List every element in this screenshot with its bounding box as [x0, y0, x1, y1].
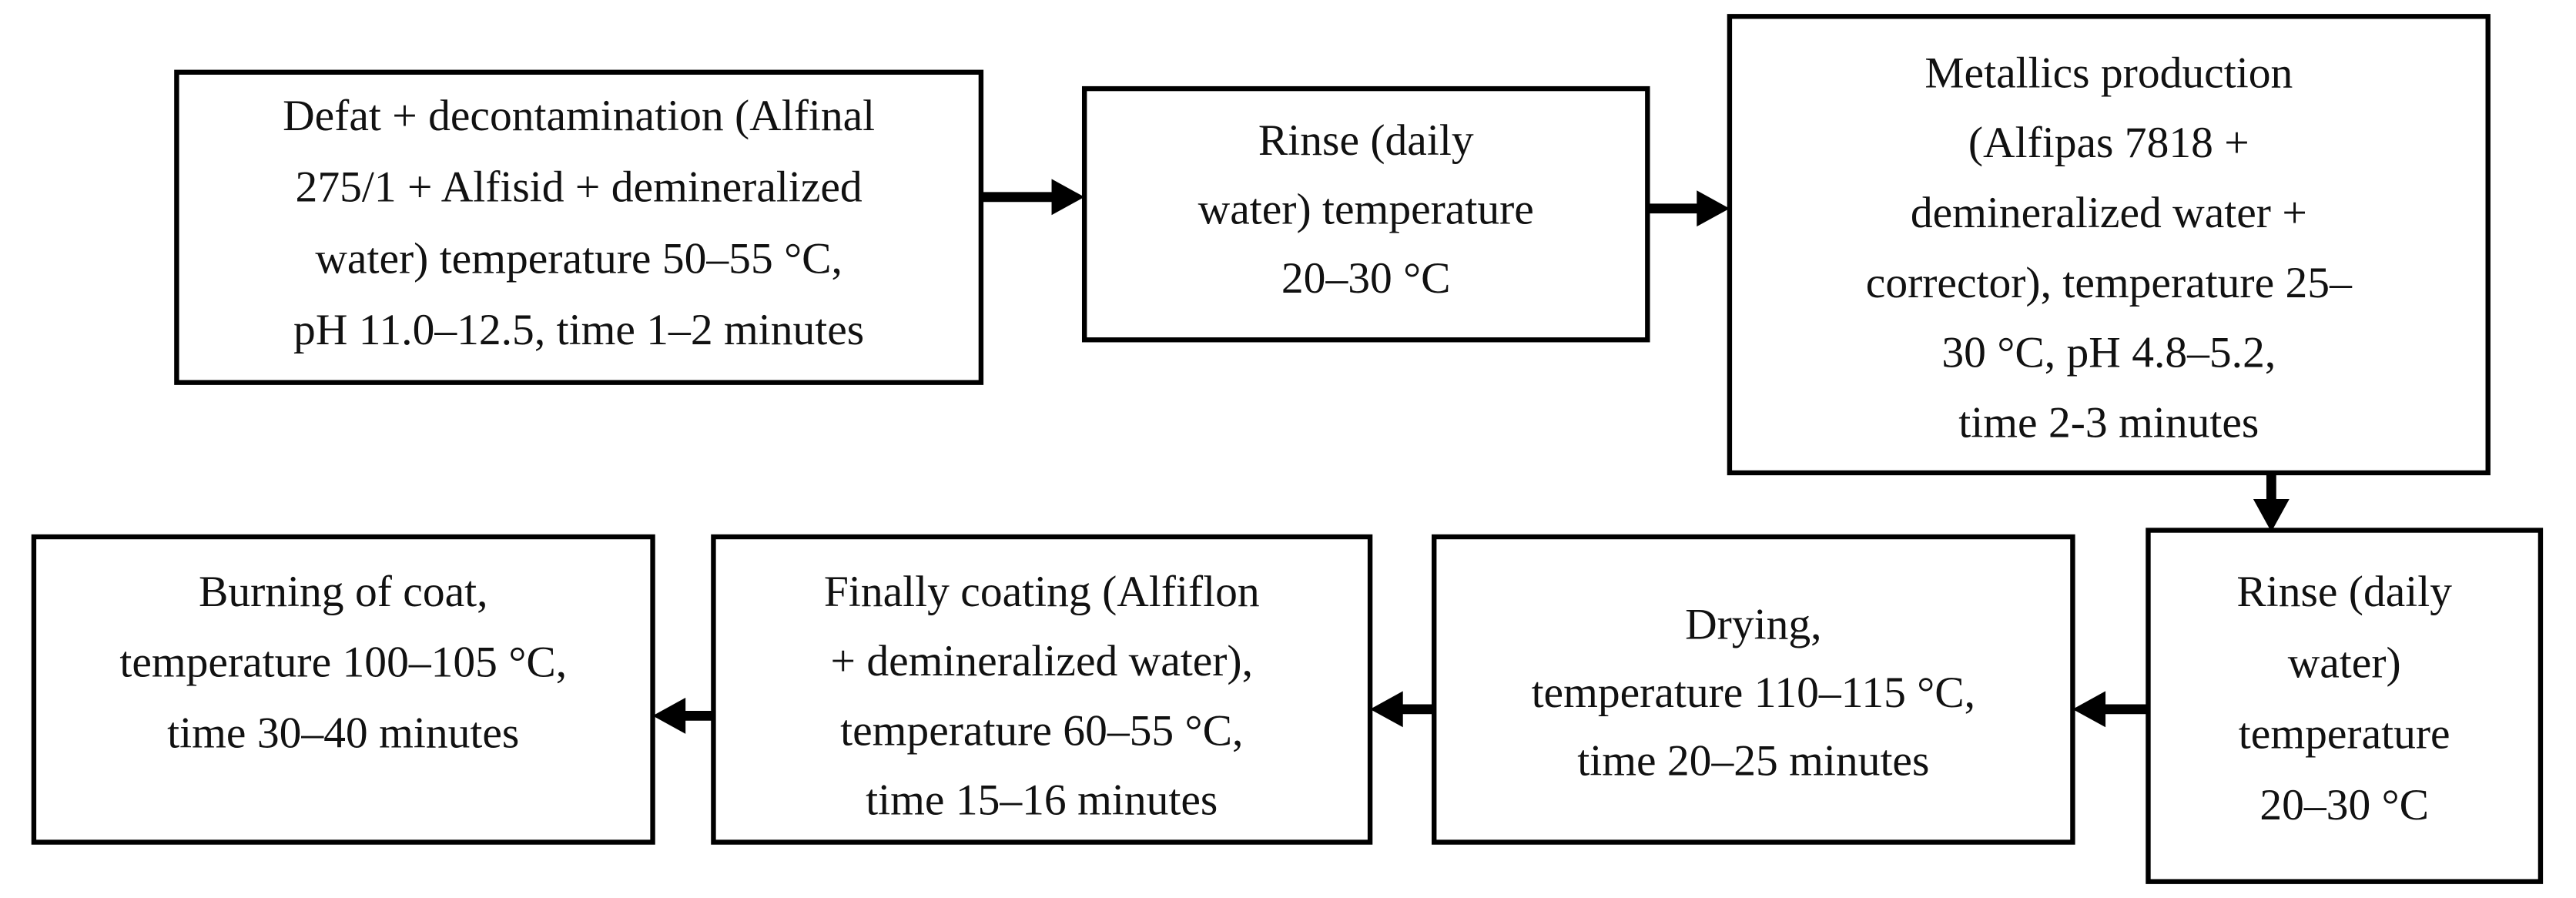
process-box: [2146, 528, 2544, 884]
box-text: Metallics production: [1924, 49, 2293, 97]
arrow-head: [1370, 691, 1403, 728]
box-text: water): [2288, 638, 2401, 687]
arrows: [652, 179, 2290, 734]
box-text: corrector), temperature 25–: [1866, 259, 2353, 307]
box-text: Rinse (daily: [2236, 568, 2452, 616]
arrow-head: [652, 697, 686, 734]
box-text: temperature 100–105 °C,: [119, 638, 567, 687]
process-box: [1081, 85, 1650, 343]
box-text: Rinse (daily: [1258, 116, 1474, 165]
box-text: 20–30 °C: [1281, 254, 1451, 303]
process-box: [1727, 14, 2491, 476]
box-text: water) temperature 50–55 °C,: [315, 234, 842, 283]
arrow-head: [1697, 190, 1730, 227]
box-text: 30 °C, pH 4.8–5.2,: [1941, 329, 2276, 377]
box-text: temperature 110–115 °C,: [1532, 668, 1975, 717]
box-text: Burning of coat,: [199, 568, 488, 616]
box-text: time 15–16 minutes: [866, 776, 1218, 824]
box-text: time 20–25 minutes: [1577, 737, 1929, 786]
box-text: Drying,: [1685, 601, 1821, 649]
box-text: time 30–40 minutes: [167, 709, 519, 757]
box-text: demineralized water +: [1911, 189, 2307, 237]
arrow-head: [2253, 499, 2290, 532]
arrow-head: [2072, 691, 2106, 728]
box-text: temperature 60–55 °C,: [840, 706, 1243, 755]
process-box: [31, 534, 655, 845]
box-text: 20–30 °C: [2259, 781, 2429, 829]
process-box: [174, 69, 984, 385]
box-text: + demineralized water),: [831, 637, 1254, 685]
box-text: water) temperature: [1198, 185, 1534, 233]
box-text: pH 11.0–12.5, time 1–2 minutes: [293, 306, 864, 354]
process-box: [711, 534, 1373, 845]
box-text: 275/1 + Alfisid + demineralized: [296, 163, 863, 212]
box-text: Defat + decontamination (Alfinal: [283, 92, 875, 140]
process-box: [1432, 534, 2075, 845]
box-text: time 2-3 minutes: [1958, 398, 2259, 447]
box-text: temperature: [2239, 710, 2450, 759]
box-text: (Alfipas 7818 +: [1968, 119, 2249, 167]
arrow-head: [1051, 179, 1085, 216]
box-text: Finally coating (Alfiflon: [824, 568, 1260, 616]
